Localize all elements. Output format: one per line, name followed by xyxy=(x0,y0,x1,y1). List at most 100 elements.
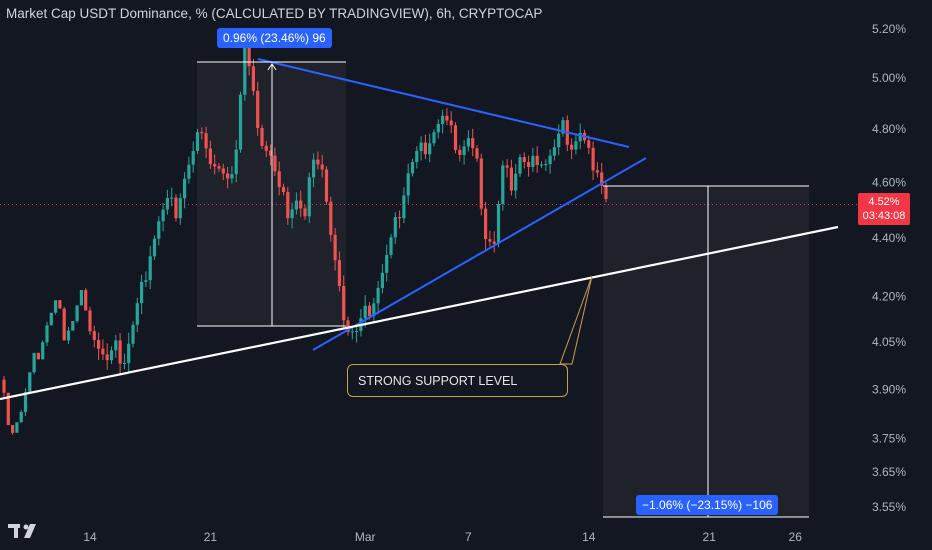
x-tick-label: 14 xyxy=(582,530,596,544)
candle-body xyxy=(557,133,561,148)
upper-trendline[interactable] xyxy=(257,58,630,148)
candle-body xyxy=(312,159,316,178)
y-tick-label: 3.90% xyxy=(872,382,906,396)
candle-body xyxy=(514,173,518,191)
candle-body xyxy=(544,164,548,166)
candle-body xyxy=(445,115,449,121)
candle-body xyxy=(79,290,83,306)
candle-body xyxy=(316,159,320,165)
candle-body xyxy=(281,187,286,193)
candle-body xyxy=(152,238,157,257)
candle-body xyxy=(376,288,380,304)
tradingview-logo-icon[interactable] xyxy=(6,520,46,542)
candle-body xyxy=(342,286,346,321)
candle-body xyxy=(286,192,290,219)
candle-body xyxy=(269,150,273,156)
candle-body xyxy=(484,208,488,240)
drawings[interactable] xyxy=(0,58,858,518)
candle-body xyxy=(570,144,574,150)
lower-trendline[interactable] xyxy=(312,157,647,351)
candle-body xyxy=(535,155,539,165)
candle-body xyxy=(191,150,195,165)
measure-down-badge: −1.06% (−23.15%) −106 xyxy=(636,495,779,515)
candle-body xyxy=(157,221,161,239)
candle-body xyxy=(165,198,169,210)
candle-body xyxy=(350,331,354,333)
y-tick-label: 3.75% xyxy=(872,431,906,445)
y-tick-label: 3.65% xyxy=(872,465,906,479)
candle-body xyxy=(178,198,182,219)
candle-body xyxy=(307,177,311,217)
candle-body xyxy=(54,300,58,313)
candle-body xyxy=(183,178,187,199)
candle-body xyxy=(531,155,535,167)
candle-body xyxy=(303,208,307,217)
candle-body xyxy=(174,197,178,219)
candle-body xyxy=(449,120,453,126)
candle-body xyxy=(15,422,19,433)
candle-body xyxy=(324,169,329,202)
candle-body xyxy=(432,132,436,144)
candle-body xyxy=(290,209,294,219)
measure-up-arrow-icon xyxy=(267,63,277,71)
candle-body xyxy=(45,325,49,343)
bar-countdown: 03:43:08 xyxy=(862,210,906,222)
candle-body xyxy=(488,239,492,242)
candle-body xyxy=(92,331,96,340)
candle-body xyxy=(2,379,6,393)
candle-body xyxy=(101,348,105,355)
candle-body xyxy=(208,148,212,165)
x-tick-label: 14 xyxy=(83,530,97,544)
candle-body xyxy=(58,300,62,309)
callout-pointer xyxy=(559,275,593,365)
support-line[interactable] xyxy=(0,225,839,401)
candle-body xyxy=(518,157,522,174)
candle-body xyxy=(552,147,556,156)
candle-body xyxy=(71,321,75,331)
price-axis[interactable]: 5.20% 5.00% 4.80% 4.60% 4.40% 4.20% 4.05% 3.90%… xyxy=(872,22,906,514)
y-tick-label: 4.05% xyxy=(872,335,906,349)
candle-body xyxy=(247,42,251,67)
candle-body xyxy=(355,330,359,332)
candle-body xyxy=(333,234,337,261)
candle-body xyxy=(574,141,578,150)
support-callout[interactable]: STRONG SUPPORT LEVEL xyxy=(347,364,568,397)
candle-body xyxy=(114,340,118,351)
candle-body xyxy=(419,142,423,151)
candle-body xyxy=(501,165,505,205)
candle-body xyxy=(277,171,281,188)
candle-body xyxy=(243,42,247,95)
candle-body xyxy=(131,324,135,344)
last-price-tag: 4.52% 03:43:08 xyxy=(858,193,910,225)
candle-body xyxy=(97,339,101,349)
candle-body xyxy=(144,280,148,282)
candle-body xyxy=(273,155,277,172)
candle-body xyxy=(161,209,165,222)
candle-body xyxy=(539,164,544,166)
candles xyxy=(2,36,608,435)
candle-body xyxy=(260,127,264,146)
candle-body xyxy=(140,281,144,304)
candle-body xyxy=(428,143,432,155)
candle-body xyxy=(213,164,217,167)
candle-body xyxy=(127,343,131,364)
candle-body xyxy=(471,138,475,149)
candle-body xyxy=(475,148,479,159)
candle-body xyxy=(522,157,526,163)
x-tick-label: 7 xyxy=(465,530,472,544)
candle-body xyxy=(320,164,324,170)
candle-body xyxy=(436,124,440,133)
candle-body xyxy=(329,201,333,235)
candle-body xyxy=(109,350,114,361)
candle-body xyxy=(19,411,23,423)
candle-body xyxy=(385,254,389,273)
chart-title: Market Cap USDT Dominance, % (CALCULATED… xyxy=(6,6,543,21)
candle-body xyxy=(75,305,79,322)
x-tick-label: 21 xyxy=(204,530,218,544)
time-axis[interactable]: 14 21 Mar 7 14 21 26 xyxy=(83,530,802,544)
candle-body xyxy=(509,167,513,191)
candle-body xyxy=(234,149,238,175)
candle-body xyxy=(32,352,36,373)
candle-body xyxy=(187,164,191,179)
